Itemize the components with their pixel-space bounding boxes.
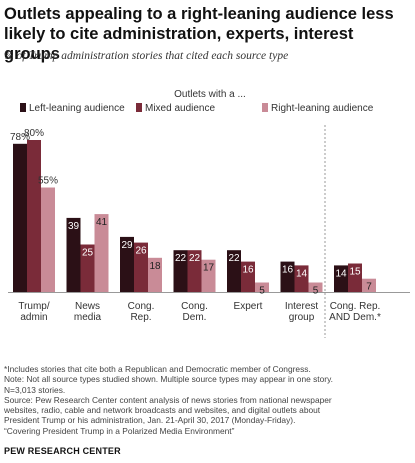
legend-label: Left-leaning audience	[29, 103, 125, 114]
bar	[66, 217, 81, 292]
legend-label: Right-leaning audience	[271, 103, 374, 114]
data-label: 17	[203, 263, 215, 274]
footnote-line: N=3,013 stories.	[4, 384, 66, 395]
category-label: Rep.	[130, 312, 151, 323]
category-label: Cong.	[128, 301, 155, 312]
footnote-line: *Includes stories that cite both a Repub…	[4, 364, 311, 374]
bar	[13, 143, 27, 292]
bar	[348, 263, 362, 292]
category-label: Cong. Rep.	[330, 301, 381, 312]
chart-notes: *Includes stories that cite both a Repub…	[4, 364, 412, 436]
data-label: 39	[68, 221, 80, 232]
data-label: 5	[259, 286, 265, 297]
bar	[173, 250, 188, 292]
legend-swatch	[136, 103, 142, 112]
bar	[241, 261, 255, 292]
category-label: media	[74, 312, 102, 323]
category-label: AND Dem.*	[329, 312, 381, 323]
data-label: 14	[335, 268, 347, 279]
footnote-line: President Trump or his administration, J…	[4, 415, 296, 426]
footnote-line: “Covering President Trump in a Polarized…	[4, 425, 235, 436]
footnote-line: websites, radio, cable and network broad…	[4, 405, 321, 416]
data-label: 22	[189, 253, 201, 264]
data-label: 29	[121, 240, 133, 251]
data-label: 25	[82, 248, 94, 259]
bar	[120, 236, 134, 292]
data-label: 78%	[10, 132, 30, 143]
data-label: 7	[366, 282, 372, 293]
bar	[308, 282, 323, 292]
chart-title: Outlets appealing to a right-leaning aud…	[4, 5, 394, 63]
bar	[148, 257, 162, 292]
category-label: admin	[20, 312, 47, 323]
bar	[94, 214, 109, 292]
data-label: 41	[96, 217, 108, 228]
data-label: 16	[242, 265, 254, 276]
data-label: 14	[296, 268, 308, 279]
legend-title: Outlets with a ...	[174, 89, 246, 100]
data-label: 26	[135, 246, 147, 257]
category-label: Interest	[285, 301, 319, 312]
data-label: 55%	[38, 176, 58, 187]
data-label: 18	[149, 261, 161, 272]
category-label: Trump/	[18, 301, 50, 312]
bar	[201, 259, 216, 292]
category-label: Cong.	[181, 301, 208, 312]
bar	[362, 278, 376, 292]
bar	[41, 187, 55, 292]
bar	[255, 282, 269, 292]
bar	[187, 250, 202, 292]
data-label: 15	[349, 267, 361, 278]
footnote-line: Note: Not all source types studied shown…	[4, 374, 333, 385]
bar	[80, 244, 95, 292]
bar	[280, 261, 295, 292]
legend-label: Mixed audience	[145, 103, 215, 114]
bar	[334, 265, 348, 292]
bar	[134, 242, 148, 292]
bar	[27, 140, 41, 292]
category-label: Dem.	[183, 312, 207, 323]
data-label: 22	[175, 253, 187, 264]
bar	[227, 250, 241, 292]
category-label: Expert	[234, 301, 263, 312]
category-label: group	[289, 312, 315, 323]
data-label: 80%	[24, 128, 44, 139]
footnote-line: Source: Pew Research Center content anal…	[4, 394, 332, 405]
legend-swatch	[262, 103, 268, 112]
brand-label: PEW RESEARCH CENTER	[4, 446, 121, 456]
data-label: 5	[313, 286, 319, 297]
legend-swatch	[20, 103, 26, 112]
category-label: News	[75, 301, 100, 312]
chart-subtitle: % of Trump administration stories that c…	[4, 50, 289, 62]
data-label: 22	[228, 253, 240, 264]
data-label: 16	[282, 265, 294, 276]
bar	[294, 265, 309, 292]
